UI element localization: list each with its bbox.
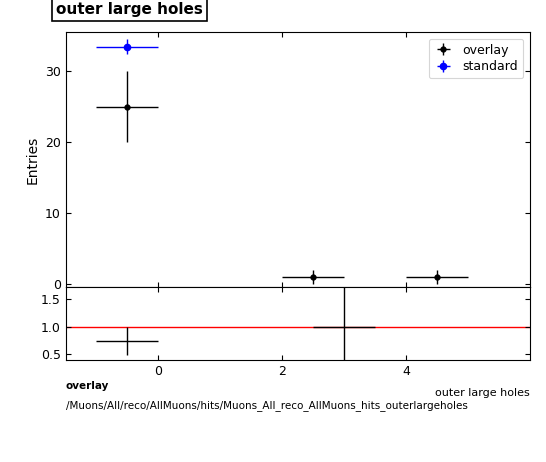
- Text: outer large holes: outer large holes: [435, 388, 530, 398]
- Text: outer large holes: outer large holes: [56, 2, 203, 17]
- Legend: overlay, standard: overlay, standard: [429, 39, 524, 79]
- Y-axis label: Entries: Entries: [25, 136, 39, 184]
- Text: /Muons/All/reco/AllMuons/hits/Muons_All_reco_AllMuons_hits_outerlargeholes: /Muons/All/reco/AllMuons/hits/Muons_All_…: [66, 400, 467, 411]
- Text: overlay: overlay: [66, 381, 109, 391]
